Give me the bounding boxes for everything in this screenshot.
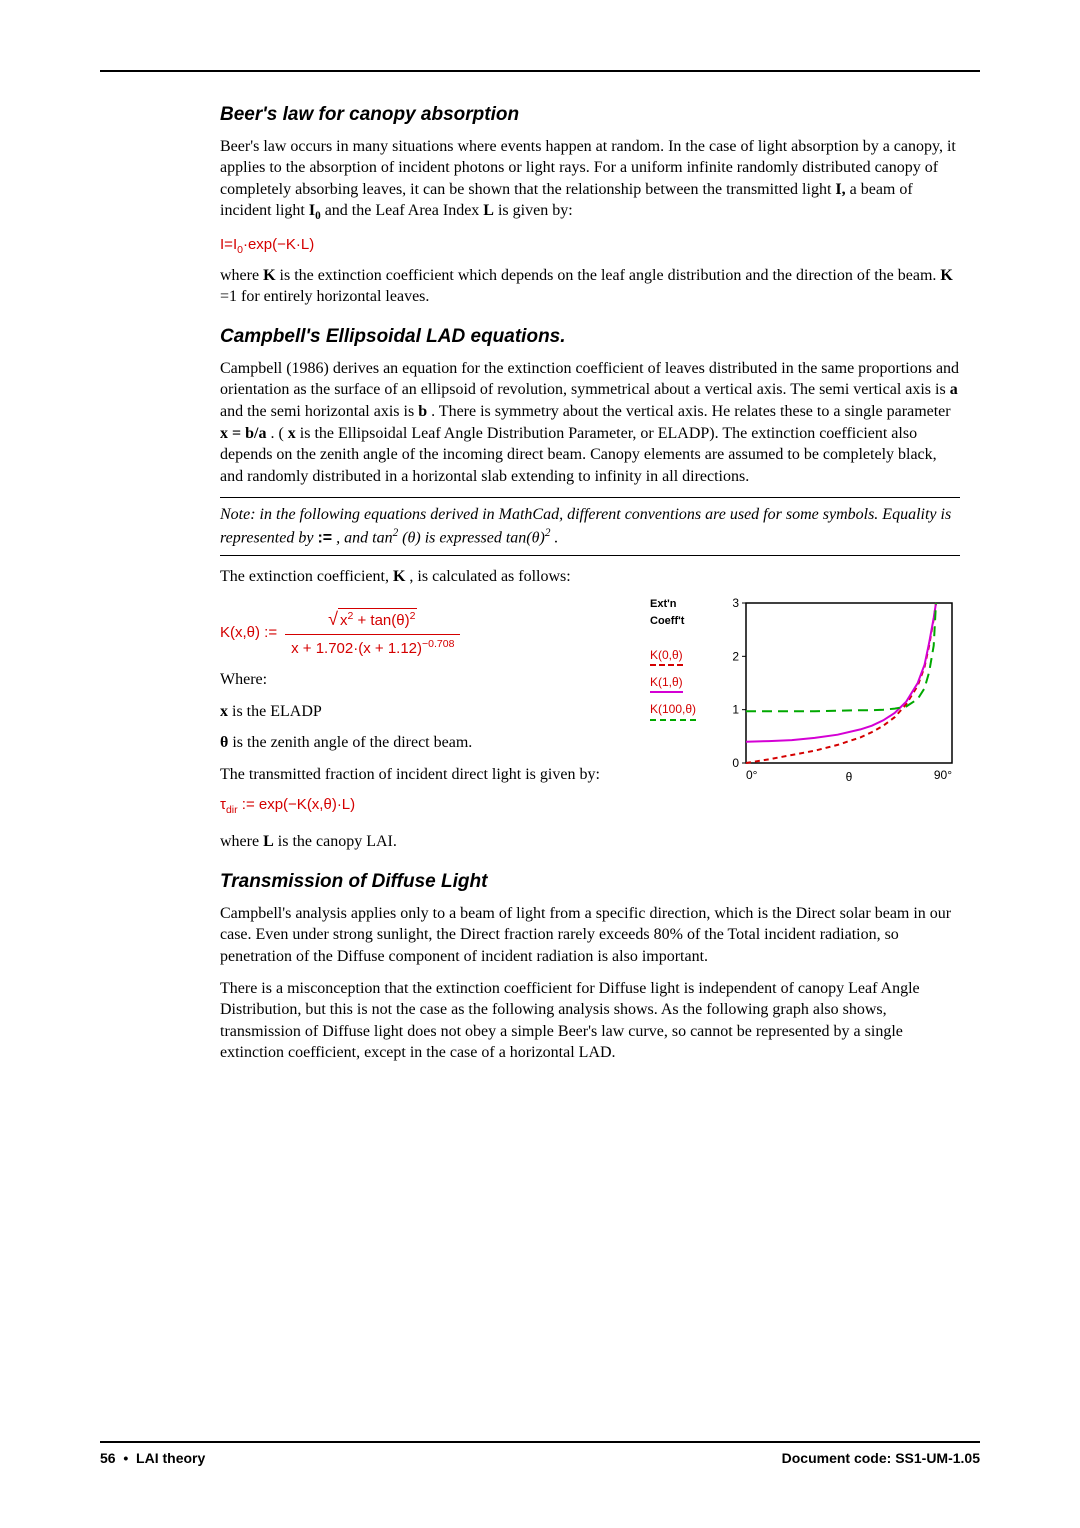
content-region: Beer's law for canopy absorption Beer's …: [220, 102, 960, 1064]
page-footer: 56 • LAI theory Document code: SS1-UM-1.…: [100, 1441, 980, 1468]
text: and the semi horizontal axis is: [220, 403, 418, 420]
symbol-K: K: [263, 267, 275, 284]
note-text: , and tan: [336, 529, 392, 546]
footer-right: Document code: SS1-UM-1.05: [782, 1449, 980, 1468]
symbol-L: L: [483, 202, 494, 219]
para-2: where K is the extinction coefficient wh…: [220, 265, 960, 308]
chart-column: Ext'n Coeff't K(0,θ) K(1,θ) K(100,θ) 0 1 2…: [650, 597, 960, 787]
svg-text:θ: θ: [846, 770, 853, 784]
note-sup: 2: [393, 527, 399, 539]
two-column-region: K(x,θ) := √x2 + tan(θ)2 x + 1.702·(x + 1…: [220, 597, 960, 825]
text: is the canopy LAI.: [278, 833, 397, 850]
symbol-a: a: [950, 381, 958, 398]
note-text: .: [554, 529, 558, 546]
symbol-L: L: [263, 833, 274, 850]
para-3: Campbell (1986) derives an equation for …: [220, 358, 960, 488]
para-7: Campbell's analysis applies only to a be…: [220, 903, 960, 968]
equation-K: K(x,θ) := √x2 + tan(θ)2 x + 1.702·(x + 1…: [220, 607, 630, 659]
symbol-K: K: [393, 568, 405, 585]
svg-text:3: 3: [732, 597, 739, 610]
para-4: The extinction coefficient, K , is calcu…: [220, 566, 960, 588]
heading-beers-law: Beer's law for canopy absorption: [220, 102, 960, 128]
symbol-K: K: [940, 267, 952, 284]
para-8: There is a misconception that the extinc…: [220, 978, 960, 1064]
para-6: where L is the canopy LAI.: [220, 831, 960, 853]
note-text: (θ) is expressed tan(θ): [402, 529, 545, 546]
note-box: Note: in the following equations derived…: [220, 497, 960, 556]
heading-diffuse: Transmission of Diffuse Light: [220, 869, 960, 895]
text: Campbell (1986) derives an equation for …: [220, 360, 959, 399]
text: The extinction coefficient,: [220, 568, 393, 585]
legend-k0: K(0,θ): [650, 647, 710, 666]
symbol-I: I,: [835, 181, 845, 198]
text: . There is symmetry about the vertical a…: [431, 403, 951, 420]
text: is given by:: [498, 202, 573, 219]
svg-text:2: 2: [732, 650, 739, 664]
equation-beers-law: I=I0·exp(−K·L): [220, 235, 960, 257]
footer-left: 56 • LAI theory: [100, 1449, 205, 1468]
svg-text:90°: 90°: [934, 768, 952, 782]
svg-text:0: 0: [732, 756, 739, 770]
para-5: The transmitted fraction of incident dir…: [220, 764, 630, 786]
text: . (: [270, 425, 283, 442]
text: is the Ellipsoidal Leaf Angle Distributi…: [220, 425, 937, 485]
legend-k100: K(100,θ): [650, 701, 710, 720]
svg-text:0°: 0°: [746, 768, 758, 782]
top-rule: [100, 70, 980, 72]
text: where: [220, 267, 263, 284]
para-1: Beer's law occurs in many situations whe…: [220, 136, 960, 225]
text: where: [220, 833, 263, 850]
note-assign: :=: [317, 529, 332, 546]
where-x: x is the ELADP: [220, 701, 630, 723]
text: is the extinction coefficient which depe…: [280, 267, 941, 284]
symbol-x: x: [288, 425, 296, 442]
text: =1 for entirely horizontal leaves.: [220, 288, 429, 305]
svg-text:1: 1: [732, 703, 739, 717]
symbol-I0: I0: [309, 202, 321, 219]
where-label: Where:: [220, 669, 630, 691]
text: Beer's law occurs in many situations whe…: [220, 138, 956, 198]
extinction-chart: 0 1 2 3 0° 90° θ: [718, 597, 958, 787]
chart-title-2: Coeff't: [650, 614, 710, 629]
left-column: K(x,θ) := √x2 + tan(θ)2 x + 1.702·(x + 1…: [220, 597, 630, 825]
symbol-xeq: x = b/a: [220, 425, 266, 442]
where-theta: θ is the zenith angle of the direct beam…: [220, 732, 630, 754]
text: and the Leaf Area Index: [325, 202, 484, 219]
legend-k1: K(1,θ): [650, 674, 710, 693]
note-sup: 2: [545, 527, 551, 539]
symbol-b: b: [418, 403, 427, 420]
heading-campbell: Campbell's Ellipsoidal LAD equations.: [220, 324, 960, 350]
equation-tau: τdir := exp(−K(x,θ)·L): [220, 795, 630, 817]
text: , is calculated as follows:: [409, 568, 570, 585]
chart-title-1: Ext'n: [650, 597, 710, 612]
